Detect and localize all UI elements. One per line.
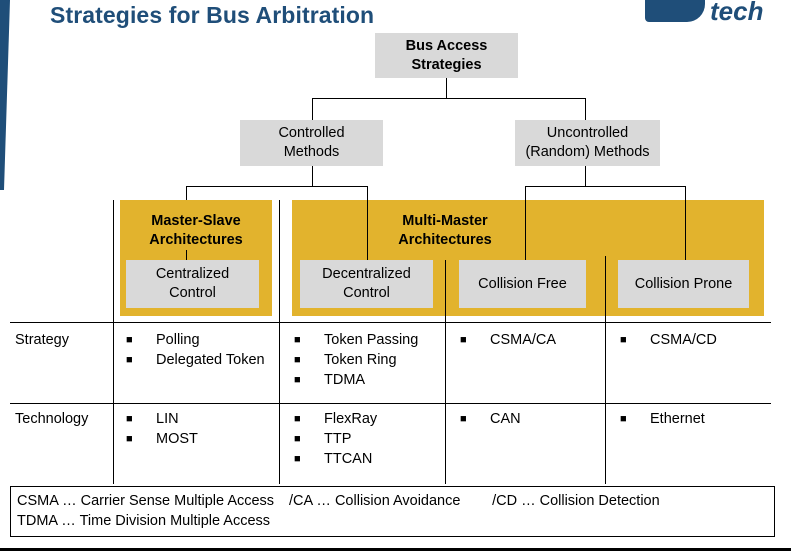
multi-master-label: Multi-Master Architectures: [398, 213, 492, 248]
legend-cd: /CD … Collision Detection: [492, 493, 660, 509]
controlled-methods-box: Controlled Methods: [240, 120, 383, 166]
connector: [312, 98, 585, 99]
root-box: Bus Access Strategies: [375, 33, 518, 78]
grid-line: [113, 200, 114, 484]
list-item: ■ FlexRay: [294, 411, 378, 427]
collision-prone-box: Collision Prone: [618, 260, 749, 308]
legend-ca: /CA … Collision Avoidance: [289, 493, 461, 509]
bullet-icon: ■: [126, 334, 133, 346]
logo-icon: [645, 0, 705, 22]
bullet-icon: ■: [126, 433, 133, 445]
grid-line: [605, 256, 606, 484]
page-title: Strategies for Bus Arbitration: [50, 2, 375, 28]
list-item: ■ Ethernet: [620, 411, 705, 427]
bullet-icon: ■: [126, 413, 133, 425]
grid-line: [10, 403, 771, 404]
bullet-icon: ■: [294, 453, 301, 465]
bullet-icon: ■: [620, 334, 627, 346]
logo-text: tech: [710, 0, 764, 26]
technology-master-slave-cell: ■ LIN ■ MOST: [126, 409, 198, 449]
bullet-icon: ■: [294, 413, 301, 425]
connector: [585, 98, 586, 120]
list-item: ■ TTP: [294, 431, 352, 447]
strategy-collision-free-cell: ■ CSMA/CA: [460, 330, 556, 350]
centralized-control-box: Centralized Control: [126, 260, 259, 308]
strategy-decentralized-cell: ■ Token Passing ■ Token Ring ■ TDMA: [294, 330, 418, 390]
bullet-icon: ■: [620, 413, 627, 425]
technology-decentralized-cell: ■ FlexRay ■ TTP ■ TTCAN: [294, 409, 377, 469]
list-item: ■ Delegated Token: [126, 352, 265, 368]
grid-line: [279, 200, 280, 484]
strategy-collision-prone-cell: ■ CSMA/CD: [620, 330, 717, 350]
connector: [312, 98, 313, 120]
connector: [186, 250, 187, 260]
connector: [367, 186, 368, 260]
connector: [525, 186, 685, 187]
uncontrolled-methods-box: Uncontrolled (Random) Methods: [515, 120, 660, 166]
list-item: ■ CSMA/CD: [620, 332, 717, 348]
connector: [585, 166, 586, 186]
master-slave-label: Master-Slave Architectures: [149, 213, 243, 248]
connector: [685, 186, 686, 260]
bullet-icon: ■: [460, 413, 467, 425]
connector: [525, 186, 526, 260]
grid-line: [445, 260, 446, 484]
row-label-technology: Technology: [15, 411, 89, 427]
technology-collision-free-cell: ■ CAN: [460, 409, 521, 429]
bullet-icon: ■: [294, 433, 301, 445]
bullet-icon: ■: [294, 374, 301, 386]
decentralized-control-box: Decentralized Control: [300, 260, 433, 308]
bullet-icon: ■: [294, 334, 301, 346]
technology-collision-prone-cell: ■ Ethernet: [620, 409, 705, 429]
legend-tdma: TDMA … Time Division Multiple Access: [17, 513, 271, 529]
bullet-icon: ■: [460, 334, 467, 346]
bullet-icon: ■: [294, 354, 301, 366]
connector: [186, 186, 187, 200]
list-item: ■ MOST: [126, 431, 198, 447]
connector: [186, 186, 367, 187]
abbreviation-legend: CSMA … Carrier Sense Multiple Access /CA…: [10, 486, 775, 537]
list-item: ■ CAN: [460, 411, 521, 427]
row-label-strategy: Strategy: [15, 332, 69, 348]
bullet-icon: ■: [126, 354, 133, 366]
list-item: ■ TDMA: [294, 372, 366, 388]
strategy-master-slave-cell: ■ Polling ■ Delegated Token: [126, 330, 265, 370]
legend-csma: CSMA … Carrier Sense Multiple Access: [17, 493, 275, 509]
connector: [312, 166, 313, 186]
list-item: ■ Token Ring: [294, 352, 397, 368]
list-item: ■ CSMA/CA: [460, 332, 557, 348]
list-item: ■ Polling: [126, 332, 200, 348]
connector: [446, 78, 447, 98]
left-accent-bar: [0, 0, 10, 190]
list-item: ■ Token Passing: [294, 332, 419, 348]
list-item: ■ TTCAN: [294, 451, 373, 467]
grid-line: [10, 322, 771, 323]
list-item: ■ LIN: [126, 411, 179, 427]
collision-free-box: Collision Free: [459, 260, 586, 308]
bottom-rule: [0, 548, 791, 551]
